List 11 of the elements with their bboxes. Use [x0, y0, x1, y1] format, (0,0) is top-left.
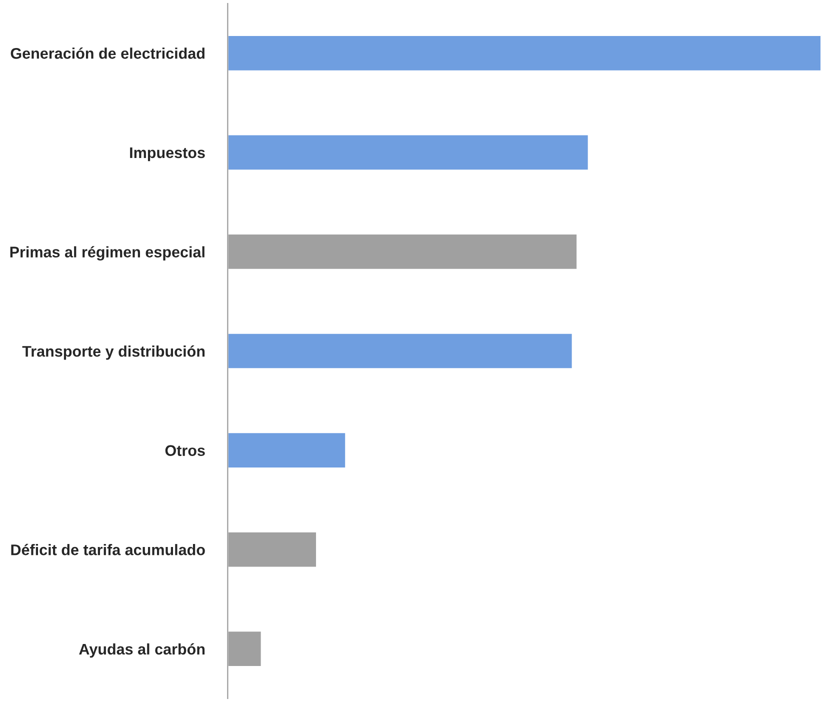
- y-tick-label: Generación de electricidad: [10, 47, 204, 59]
- y-tick-label: Otros: [165, 445, 205, 456]
- bar: [228, 432, 346, 469]
- y-tick-label: Ayudas al carbón: [79, 643, 205, 658]
- bar: [228, 134, 590, 171]
- y-tick-label: Déficit de tarifa acumulado: [11, 544, 205, 556]
- y-tick-label: Primas al régimen especial: [10, 246, 204, 261]
- y-tick-label: Transporte y distribución: [22, 345, 205, 360]
- y-tick-label: Impuestos: [130, 147, 205, 162]
- bar: [228, 332, 574, 370]
- bar: [228, 34, 822, 72]
